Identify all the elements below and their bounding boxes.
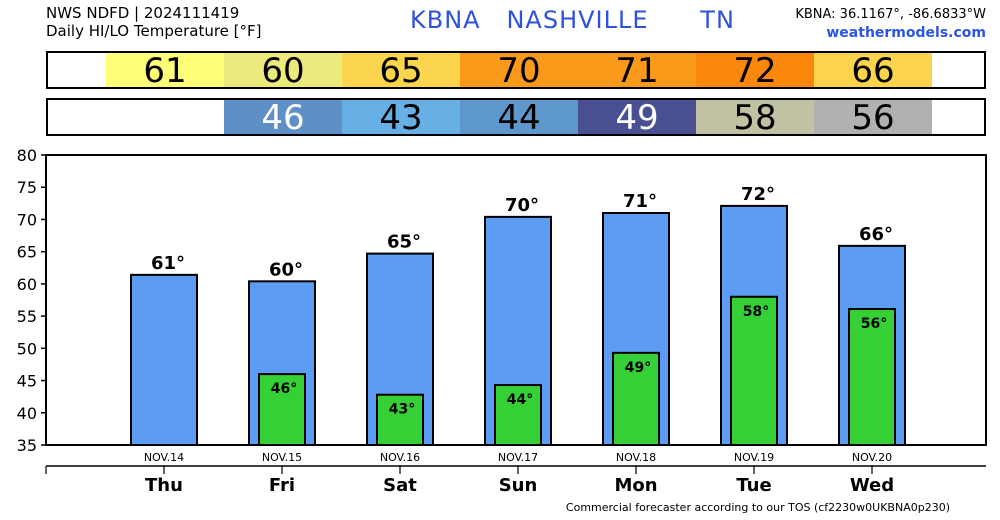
high-bar-label: 71° (623, 191, 657, 212)
high-temp-cell: 60 (224, 53, 342, 89)
y-tick-label: 40 (17, 404, 37, 423)
low-temp-cell: 58 (696, 100, 814, 136)
low-temp-strip: 46 43 44 49 58 56 (46, 98, 986, 136)
low-bar-label: 56° (861, 316, 887, 332)
date-label: NOV.16 (380, 451, 420, 464)
y-tick-label: 55 (17, 307, 37, 326)
day-label: Fri (269, 475, 295, 496)
high-temp-cell: 61 (106, 53, 224, 89)
y-tick-label: 45 (17, 372, 37, 391)
high-temp-cell: 71 (578, 53, 696, 89)
low-bar-label: 44° (507, 392, 533, 408)
low-temp-cell: 46 (224, 100, 342, 136)
day-label: Thu (145, 475, 183, 496)
site-link[interactable]: weathermodels.com (826, 25, 986, 41)
date-label: NOV.19 (734, 451, 774, 464)
high-temp-cell: 66 (814, 53, 932, 89)
day-label: Mon (614, 475, 657, 496)
y-tick-label: 70 (17, 210, 37, 229)
y-tick-label: 60 (17, 275, 37, 294)
high-temp-cell: 70 (460, 53, 578, 89)
low-temp-cell: 49 (578, 100, 696, 136)
station-coords: KBNA: 36.1167°, -86.6833°W (795, 7, 986, 22)
low-bar (494, 384, 542, 447)
low-bar (612, 351, 660, 447)
date-label: NOV.18 (616, 451, 656, 464)
chart-title: Daily HI/LO Temperature [°F] (46, 22, 262, 40)
low-temp-cell: 56 (814, 100, 932, 136)
y-tick-label: 75 (17, 178, 37, 197)
high-temp-cell: 65 (342, 53, 460, 89)
high-bar-label: 61° (151, 253, 185, 274)
high-bar-label: 72° (741, 184, 775, 205)
station-title: KBNA NASHVILLE TN (410, 6, 735, 34)
y-tick-label: 50 (17, 339, 37, 358)
low-bar-label: 49° (625, 360, 651, 376)
high-bar-label: 66° (859, 224, 893, 245)
y-tick-label: 35 (17, 436, 37, 455)
low-temp-cell: 44 (460, 100, 578, 136)
low-temp-cell: 43 (342, 100, 460, 136)
low-bar-label: 43° (389, 402, 415, 418)
low-bar (376, 393, 424, 447)
low-bar (848, 308, 896, 446)
high-temp-cell: 72 (696, 53, 814, 89)
low-bar (730, 295, 778, 446)
low-bar-label: 46° (271, 381, 297, 397)
y-tick-label: 65 (17, 243, 37, 262)
high-bar-label: 60° (269, 259, 303, 280)
date-label: NOV.14 (144, 451, 184, 464)
high-bar (130, 273, 198, 446)
y-tick-label: 80 (17, 146, 37, 165)
day-label: Tue (736, 475, 771, 496)
low-bar-label: 58° (743, 304, 769, 320)
day-label: Wed (850, 475, 894, 496)
low-temp-cell (106, 100, 224, 134)
header-right: KBNA: 36.1167°, -86.6833°W weathermodels… (795, 6, 986, 42)
model-run-label: NWS NDFD | 2024111419 (46, 4, 240, 22)
high-temp-strip: 61 60 65 70 71 72 66 (46, 51, 986, 89)
low-bar (258, 373, 306, 446)
day-label: Sat (383, 475, 417, 496)
header-left: NWS NDFD | 2024111419 Daily HI/LO Temper… (46, 4, 262, 40)
day-label: Sun (499, 475, 538, 496)
date-label: NOV.20 (852, 451, 892, 464)
high-bar-label: 65° (387, 232, 421, 253)
high-bar-label: 70° (505, 195, 539, 216)
footer-note: Commercial forecaster according to our T… (565, 501, 950, 514)
date-label: NOV.17 (498, 451, 538, 464)
date-label: NOV.15 (262, 451, 302, 464)
